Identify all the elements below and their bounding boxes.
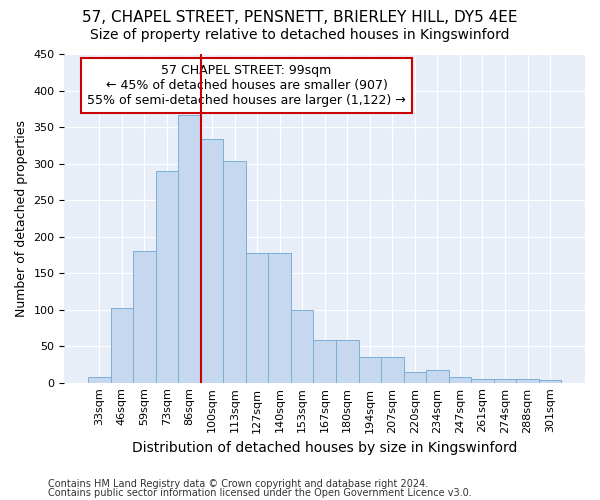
Bar [133, 251, 155, 382]
Text: 57, CHAPEL STREET, PENSNETT, BRIERLEY HILL, DY5 4EE: 57, CHAPEL STREET, PENSNETT, BRIERLEY HI… [82, 10, 518, 25]
Text: Size of property relative to detached houses in Kingswinford: Size of property relative to detached ho… [90, 28, 510, 42]
Bar [516, 379, 539, 382]
Bar [336, 340, 359, 382]
Bar [426, 370, 449, 382]
Bar [268, 254, 291, 382]
Y-axis label: Number of detached properties: Number of detached properties [15, 120, 28, 317]
X-axis label: Distribution of detached houses by size in Kingswinford: Distribution of detached houses by size … [132, 441, 517, 455]
Bar [201, 140, 223, 382]
Text: 57 CHAPEL STREET: 99sqm
← 45% of detached houses are smaller (907)
55% of semi-d: 57 CHAPEL STREET: 99sqm ← 45% of detache… [87, 64, 406, 107]
Bar [359, 357, 381, 382]
Bar [449, 377, 471, 382]
Bar [381, 357, 404, 382]
Bar [223, 162, 246, 382]
Bar [246, 254, 268, 382]
Bar [404, 372, 426, 382]
Bar [291, 310, 313, 382]
Text: Contains HM Land Registry data © Crown copyright and database right 2024.: Contains HM Land Registry data © Crown c… [48, 479, 428, 489]
Bar [471, 379, 494, 382]
Bar [178, 114, 201, 382]
Bar [539, 380, 562, 382]
Text: Contains public sector information licensed under the Open Government Licence v3: Contains public sector information licen… [48, 488, 472, 498]
Bar [494, 379, 516, 382]
Bar [155, 171, 178, 382]
Bar [313, 340, 336, 382]
Bar [88, 377, 110, 382]
Bar [110, 308, 133, 382]
